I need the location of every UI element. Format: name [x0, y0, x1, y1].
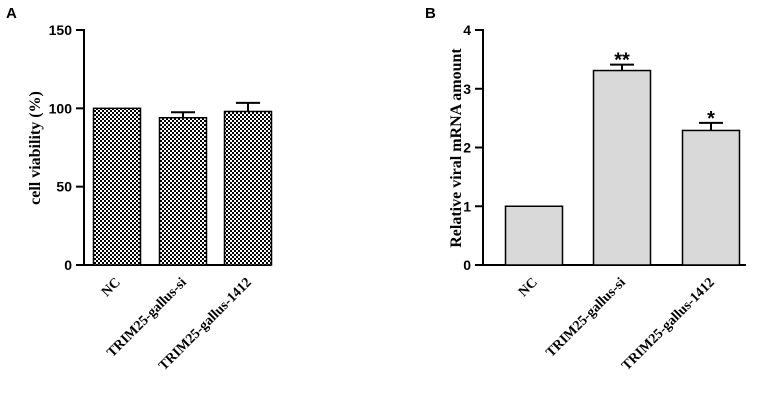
bar — [592, 69, 652, 266]
category-label: TRIM25-gallus-si — [543, 275, 628, 360]
significance-label: * — [707, 108, 715, 130]
bar — [158, 116, 208, 266]
y-axis-label: Relative viral mRNA amount — [448, 48, 465, 248]
y-tick-label: 0 — [463, 257, 471, 273]
y-tick-label: 3 — [463, 81, 471, 97]
y-tick-label: 0 — [64, 257, 72, 273]
y-tick-label: 2 — [463, 140, 471, 156]
bar — [504, 205, 564, 266]
panel-b-chart: B 0 1 2 3 4 Relative viral mRNA amount NC ** TRIM… — [425, 5, 746, 374]
y-tick-label: 50 — [56, 179, 72, 195]
bar — [92, 107, 142, 266]
y-tick-label: 150 — [49, 22, 73, 38]
y-tick-label: 1 — [463, 198, 471, 214]
category-label: NC — [99, 275, 124, 300]
y-axis-label: cell viability (%) — [27, 91, 44, 205]
y-tick-label: 100 — [49, 100, 73, 116]
category-label: NC — [516, 275, 541, 300]
panel-letter: A — [6, 5, 17, 22]
bar — [223, 110, 273, 266]
significance-label: ** — [614, 50, 630, 72]
panel-letter: B — [425, 5, 436, 22]
bar — [681, 129, 741, 266]
category-label: TRIM25-gallus-1412 — [619, 275, 718, 374]
y-tick-label: 4 — [463, 22, 471, 38]
